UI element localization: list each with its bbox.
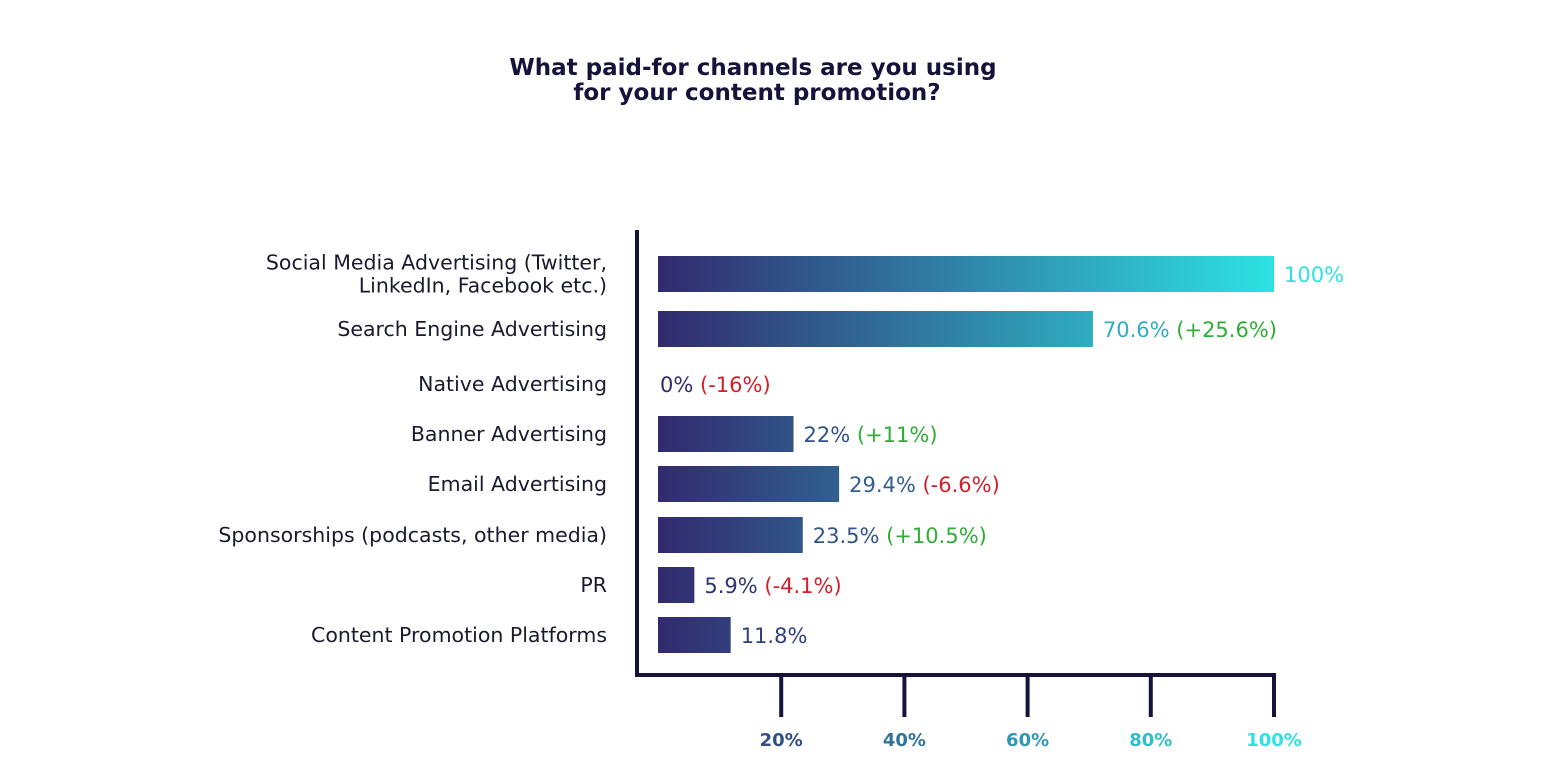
category-label-1: Search Engine Advertising: [337, 317, 607, 341]
bars: [658, 256, 1274, 653]
category-label-4: Email Advertising: [428, 472, 607, 496]
change-label-1: (+25.6%): [1170, 318, 1277, 342]
category-label-7: Content Promotion Platforms: [311, 623, 607, 647]
value-label-4: 29.4% (-6.6%): [849, 473, 1000, 497]
change-label-3: (+11%): [850, 423, 937, 447]
value-labels: 100% 70.6% (+25.6%) 0% (-16%) 22% (+11%) 29.…: [660, 263, 1344, 648]
chart-title-line-2: for your content promotion?: [573, 80, 940, 106]
value-label-1: 70.6% (+25.6%): [1103, 318, 1277, 342]
x-axis-ticks: 20% 40% 60% 80% 100%: [760, 675, 1302, 751]
x-tick-label-4: 100%: [1246, 730, 1302, 751]
value-label-3: 22% (+11%): [804, 423, 938, 447]
x-tick-label-3: 80%: [1129, 730, 1172, 751]
chart-title-line-1: What paid-for channels are you using: [509, 55, 996, 81]
x-tick-label-0: 20%: [760, 730, 803, 751]
bar-6: [658, 567, 695, 603]
change-label-5: (+10.5%): [879, 524, 986, 548]
category-label-3: Banner Advertising: [411, 422, 607, 446]
value-label-5: 23.5% (+10.5%): [813, 524, 987, 548]
bar-4: [658, 466, 840, 502]
category-label-5: Sponsorships (podcasts, other media): [218, 523, 607, 547]
bar-7: [658, 617, 731, 653]
bar-1: [658, 311, 1093, 347]
chart-title: What paid-for channels are you using for…: [509, 55, 1004, 106]
bar-0: [658, 256, 1274, 292]
change-label-2: (-16%): [693, 373, 770, 397]
x-tick-label-2: 60%: [1006, 730, 1049, 751]
category-label-0: Social Media Advertising (Twitter, Linked…: [266, 251, 607, 298]
category-labels: Social Media Advertising (Twitter, Linked…: [218, 251, 607, 648]
value-label-7: 11.8%: [741, 624, 808, 648]
bar-3: [658, 416, 794, 452]
bar-5: [658, 517, 803, 553]
value-label-0: 100%: [1284, 263, 1344, 287]
change-label-6: (-4.1%): [758, 574, 842, 598]
category-label-2: Native Advertising: [418, 372, 607, 396]
value-label-6: 5.9% (-4.1%): [704, 574, 841, 598]
value-label-2: 0% (-16%): [660, 373, 771, 397]
category-label-6: PR: [580, 573, 607, 597]
change-label-4: (-6.6%): [916, 473, 1000, 497]
x-tick-label-1: 40%: [883, 730, 926, 751]
